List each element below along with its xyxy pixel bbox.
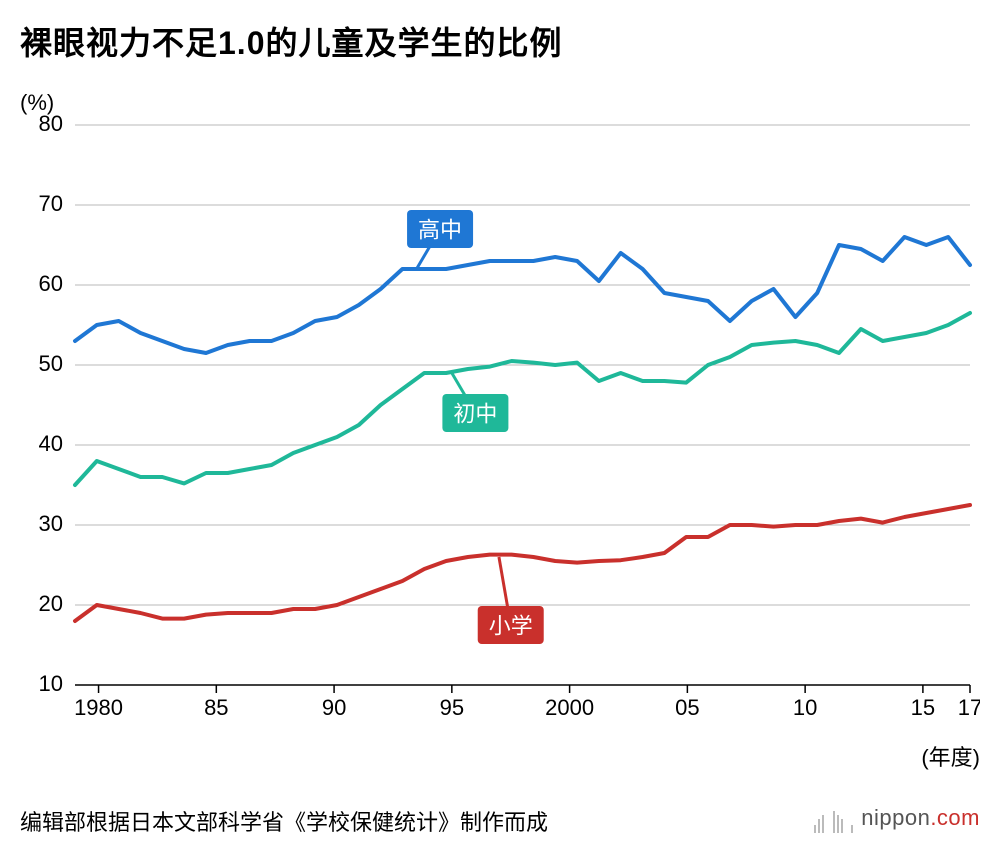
y-tick-label: 70 bbox=[39, 191, 63, 216]
series-label-text: 初中 bbox=[453, 402, 497, 427]
nippon-logo: nippon.com bbox=[814, 805, 980, 833]
series-line bbox=[75, 313, 970, 485]
series-label-text: 高中 bbox=[418, 218, 462, 243]
logo-text-2: .com bbox=[930, 805, 980, 830]
line-chart: 10 20 30 40 50 60 70 80 1980 85 90 95 2000 05 10 15 17 高中… bbox=[20, 115, 980, 725]
x-tick-label: 15 bbox=[911, 695, 935, 720]
y-tick-label: 10 bbox=[39, 671, 63, 696]
series-line bbox=[75, 237, 970, 353]
logo-text-1: nippon bbox=[861, 805, 930, 830]
logo-bars-icon bbox=[814, 807, 855, 833]
x-tick-label: 85 bbox=[204, 695, 228, 720]
series-label-text: 小学 bbox=[489, 614, 533, 639]
y-tick-label: 20 bbox=[39, 591, 63, 616]
y-tick-label: 30 bbox=[39, 511, 63, 536]
chart-title: 裸眼视力不足1.0的儿童及学生的比例 bbox=[20, 18, 563, 64]
x-tick-label: 1980 bbox=[74, 695, 123, 720]
y-tick-label: 60 bbox=[39, 271, 63, 296]
y-tick-label: 50 bbox=[39, 351, 63, 376]
x-axis-unit: (年度) bbox=[921, 740, 980, 772]
y-tick-label: 40 bbox=[39, 431, 63, 456]
y-tick-label: 80 bbox=[39, 115, 63, 136]
source-caption: 编辑部根据日本文部科学省《学校保健统计》制作而成 bbox=[20, 805, 548, 837]
x-tick-label: 17 bbox=[958, 695, 980, 720]
series-line bbox=[75, 505, 970, 621]
x-tick-label: 2000 bbox=[545, 695, 594, 720]
x-tick-label: 95 bbox=[440, 695, 464, 720]
y-axis-unit: (%) bbox=[20, 90, 54, 116]
x-tick-label: 10 bbox=[793, 695, 817, 720]
x-tick-label: 05 bbox=[675, 695, 699, 720]
x-tick-label: 90 bbox=[322, 695, 346, 720]
